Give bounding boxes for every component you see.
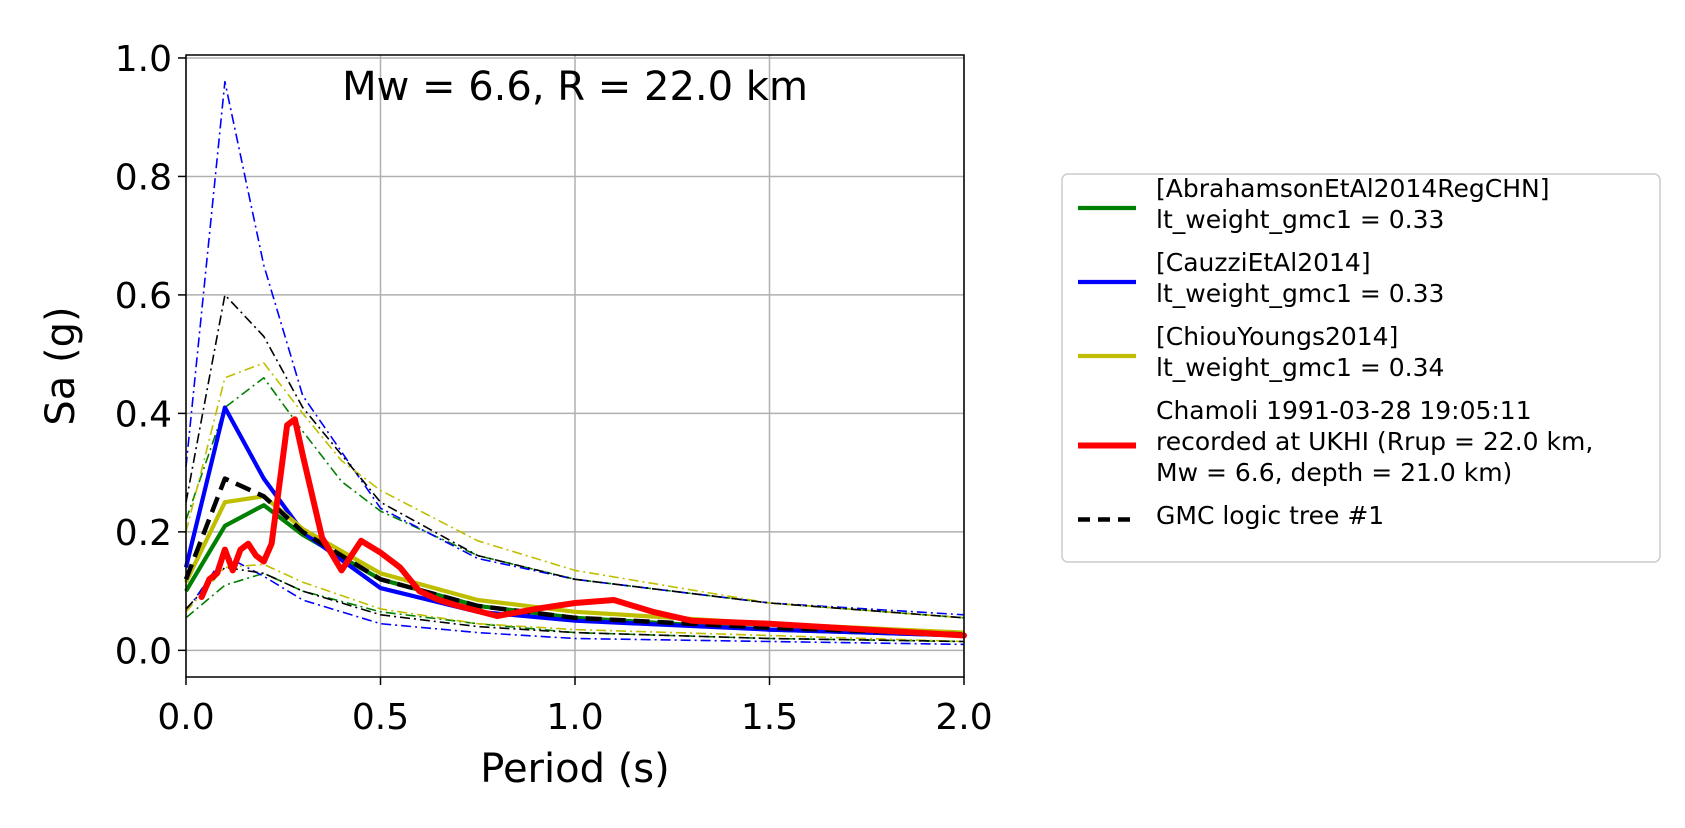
y-tick-label: 0.2 — [115, 513, 172, 554]
legend-label: [CauzziEtAl2014] — [1156, 248, 1371, 277]
y-tick-label: 0.8 — [115, 157, 172, 198]
chart-title: Mw = 6.6, R = 22.0 km — [342, 64, 808, 110]
x-tick-label: 2.0 — [935, 697, 992, 738]
legend-label: lt_weight_gmc1 = 0.34 — [1156, 353, 1444, 382]
legend-label: lt_weight_gmc1 = 0.33 — [1156, 279, 1444, 308]
y-axis: 0.0 0.2 0.4 0.6 0.8 1.0 — [115, 39, 186, 672]
legend-label: [ChiouYoungs2014] — [1156, 322, 1398, 351]
legend: [AbrahamsonEtAl2014RegCHN]lt_weight_gmc1… — [1061, 173, 1661, 563]
y-tick-label: 0.0 — [115, 631, 172, 672]
series-layer — [183, 80, 967, 646]
series-line-median-000000 — [183, 476, 965, 637]
series-line-upper-bfbf00 — [185, 362, 965, 619]
x-tick-label: 1.5 — [741, 697, 798, 738]
legend-label: [AbrahamsonEtAl2014RegCHN] — [1156, 174, 1549, 203]
legend-label: Chamoli 1991-03-28 19:05:11 — [1156, 396, 1532, 425]
series-line-upper-000000 — [185, 294, 965, 619]
series-line-lower-bfbf00 — [185, 563, 965, 643]
y-axis-label: Sa (g) — [38, 306, 84, 425]
series-line-lower-000000 — [185, 566, 965, 643]
x-tick-label: 0.5 — [352, 697, 409, 738]
grid — [185, 55, 965, 677]
series-line-median-0000ff — [183, 405, 965, 638]
legend-label: recorded at UKHI (Rrup = 22.0 km, — [1156, 427, 1593, 456]
legend-label: Mw = 6.6, depth = 21.0 km) — [1156, 458, 1512, 487]
legend-label: GMC logic tree #1 — [1156, 501, 1384, 530]
legend-label: lt_weight_gmc1 = 0.33 — [1156, 205, 1444, 234]
legend-box — [1061, 173, 1661, 563]
series-line-upper-008000 — [185, 376, 965, 619]
y-tick-label: 0.4 — [115, 394, 172, 435]
x-axis: 0.0 0.5 1.0 1.5 2.0 — [157, 677, 993, 738]
y-tick-label: 1.0 — [115, 39, 172, 80]
x-axis-label: Period (s) — [480, 746, 670, 792]
x-tick-label: 1.0 — [546, 697, 603, 738]
y-tick-label: 0.6 — [115, 276, 172, 317]
series-line-upper-0000ff — [185, 80, 965, 616]
series-line-record-ff0000 — [198, 416, 967, 639]
x-tick-label: 0.0 — [157, 697, 214, 738]
